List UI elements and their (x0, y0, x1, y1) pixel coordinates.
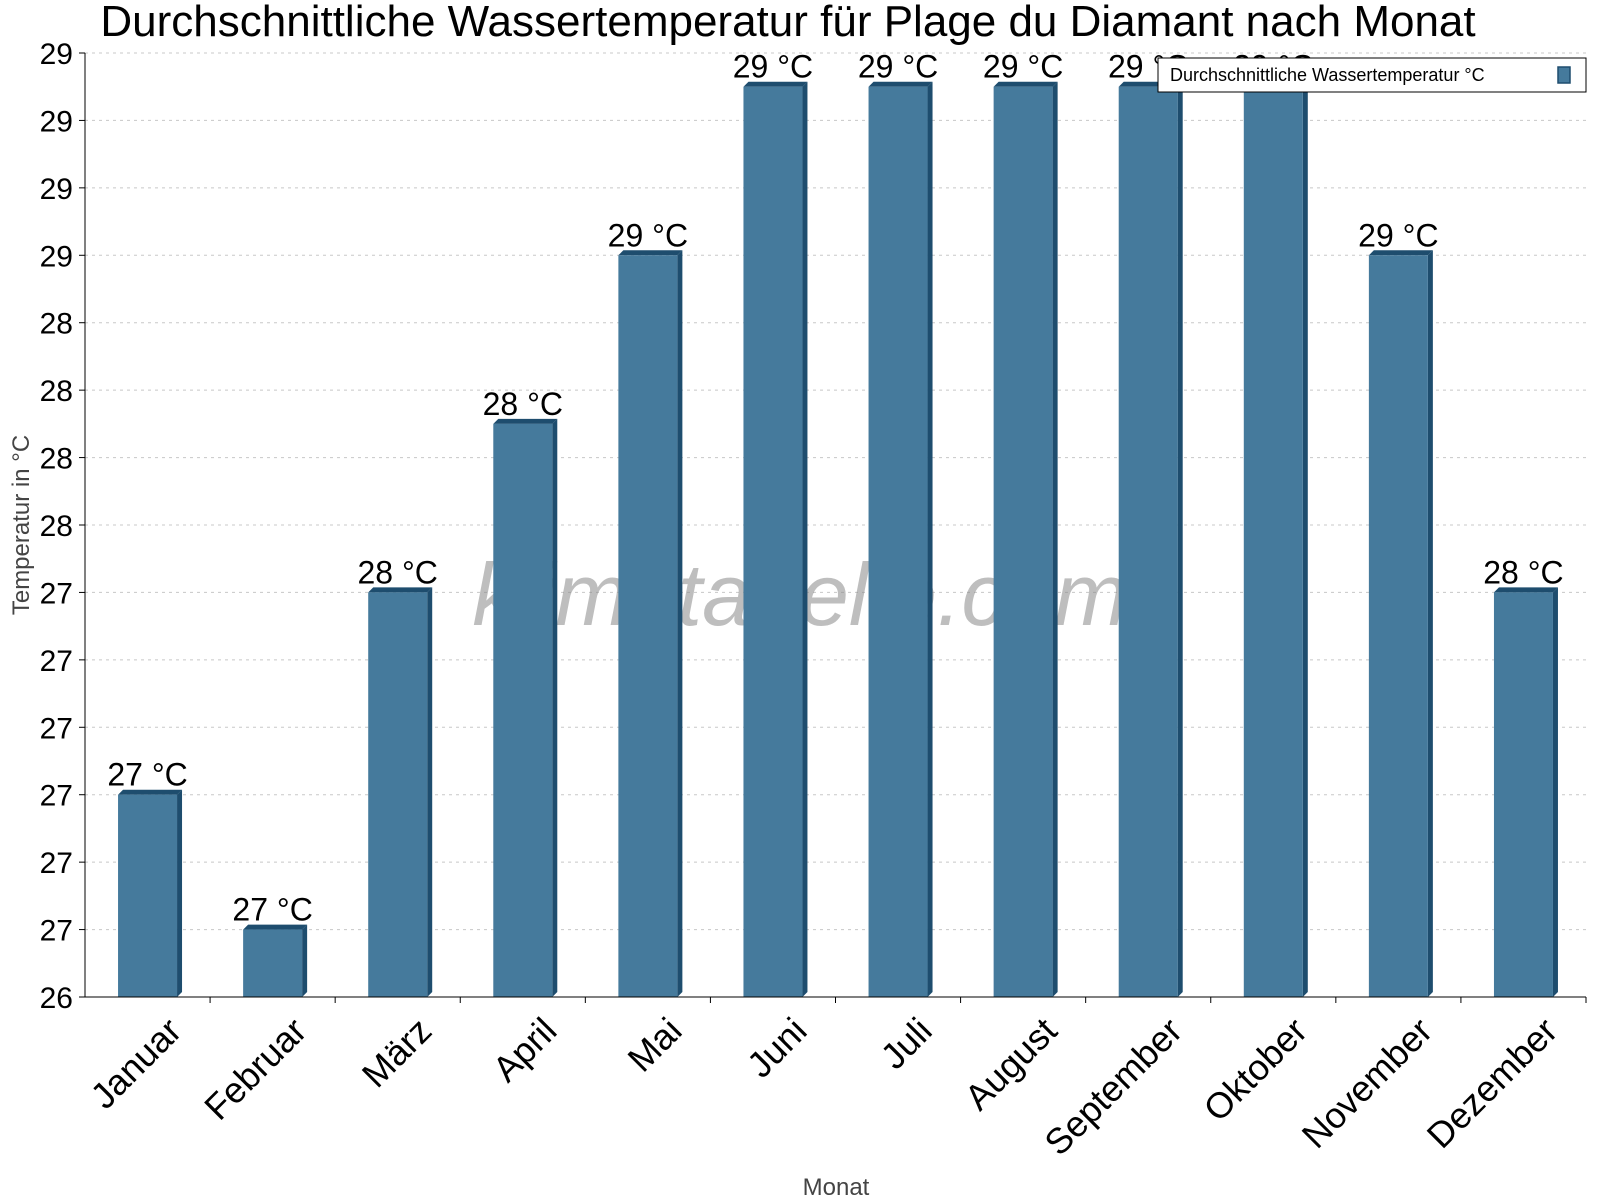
y-tick-label: 27 (40, 645, 73, 678)
x-axis-title: Monat (803, 1174, 870, 1200)
bar-side (302, 924, 308, 997)
data-label: 28 °C (358, 554, 438, 590)
bar (1493, 592, 1553, 997)
bar-top (118, 789, 183, 795)
legend-swatch (1557, 66, 1571, 84)
bar (1368, 255, 1428, 998)
y-tick-label: 27 (40, 780, 73, 813)
legend-box (1157, 57, 1587, 93)
data-label: 28 °C (1483, 554, 1563, 590)
bar-top (493, 418, 558, 424)
y-ticks: 26 27 27 27 27 27 27 28 28 28 28 29 29 29 29 (40, 38, 85, 1015)
x-tick-label: Mai (620, 1010, 690, 1080)
bar (1243, 86, 1303, 997)
bar-side (677, 250, 683, 998)
bar (993, 86, 1053, 997)
bar (368, 592, 428, 997)
bar-top (1493, 587, 1558, 593)
bar (493, 423, 553, 997)
x-tick-label: September (1036, 1010, 1190, 1164)
bar-top (368, 587, 433, 593)
data-label: 27 °C (107, 757, 187, 793)
data-label: 27 °C (232, 892, 312, 928)
x-tick-label: Juli (873, 1010, 940, 1077)
x-ticks: Januar Februar März April Mai Juni Juli AugustS… (82, 997, 1587, 1164)
bar (243, 929, 303, 997)
bar-side (552, 418, 558, 997)
x-tick-label: Oktober (1195, 1010, 1315, 1130)
x-tick-label: Dezember (1419, 1010, 1565, 1156)
x-tick-label: März (354, 1010, 440, 1096)
y-tick-label: 28 (40, 308, 73, 341)
bar-top (618, 250, 683, 256)
legend-label: Durchschnittliche Wassertemperatur °C (1170, 65, 1485, 85)
y-tick-label: 28 (40, 375, 73, 408)
x-tick-label: November (1294, 1010, 1440, 1156)
data-label: 29 °C (608, 217, 688, 253)
y-tick-label: 27 (40, 712, 73, 745)
y-axis-title: Temperatur in °C (8, 435, 35, 615)
y-tick-label: 26 (40, 982, 73, 1015)
gridlines (85, 52, 1586, 931)
bar (1118, 86, 1178, 997)
legend: Durchschnittliche Wassertemperatur °C (1157, 57, 1587, 93)
bar (868, 86, 928, 997)
x-tick-label: Februar (196, 1010, 314, 1128)
x-tick-label: April (485, 1010, 565, 1090)
y-tick-label: 29 (40, 105, 73, 138)
chart-title: Durchschnittliche Wassertemperatur für P… (100, 0, 1475, 46)
bar-top (743, 81, 808, 87)
bar (618, 255, 678, 998)
y-tick-label: 29 (40, 240, 73, 273)
bar (743, 86, 803, 997)
data-label: 28 °C (483, 386, 563, 422)
y-tick-label: 27 (40, 847, 73, 880)
bar-side (1302, 81, 1308, 997)
x-tick-label: August (957, 1010, 1065, 1118)
bar-side (802, 81, 808, 997)
bar-side (427, 587, 433, 997)
data-label: 29 °C (858, 49, 938, 85)
bar-side (1552, 587, 1558, 997)
bar-top (1368, 250, 1433, 256)
y-tick-label: 28 (40, 510, 73, 543)
data-label: 29 °C (983, 49, 1063, 85)
bar (118, 794, 178, 997)
y-tick-label: 28 (40, 443, 73, 476)
bar-side (1427, 250, 1433, 998)
bar-series: 27 °C 27 °C 28 °C 28 °C 29 °C 29 °C 29 °C 29 °C… (107, 49, 1564, 998)
y-tick-label: 29 (40, 38, 73, 71)
data-label: 29 °C (733, 49, 813, 85)
data-label: 29 °C (1358, 217, 1438, 253)
x-tick-label: Juni (739, 1010, 815, 1086)
y-tick-label: 27 (40, 915, 73, 948)
bar-side (927, 81, 933, 997)
y-tick-label: 27 (40, 577, 73, 610)
y-tick-label: 29 (40, 173, 73, 206)
bar-top (868, 81, 933, 87)
x-tick-label: Januar (82, 1010, 189, 1117)
bar-top (993, 81, 1058, 87)
bar-side (1052, 81, 1058, 997)
bar-top (243, 924, 308, 930)
bar-side (177, 789, 183, 997)
bar-side (1177, 81, 1183, 997)
